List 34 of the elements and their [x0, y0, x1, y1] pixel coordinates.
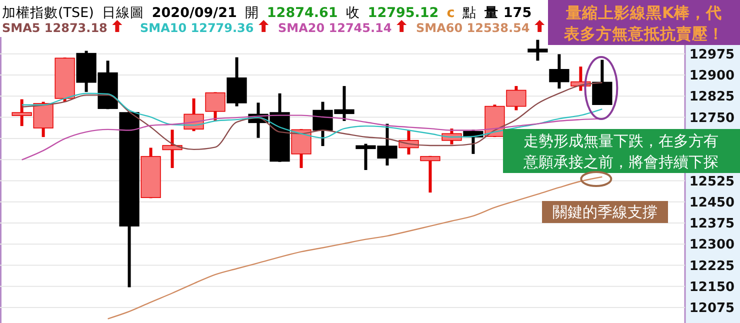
- y-tick-label: 12975: [689, 47, 735, 62]
- y-tick-label: 12450: [689, 195, 735, 210]
- candlestick: [162, 130, 182, 168]
- text: c: [446, 5, 455, 21]
- y-tick-label: 12900: [689, 68, 735, 84]
- y-tick-label: 12750: [689, 110, 735, 126]
- chart-title: 加權指數(TSE): [2, 5, 94, 21]
- text: SMA20 12745.14: [278, 21, 392, 35]
- y-tick-label: 12150: [689, 280, 735, 295]
- y-tick-label: 12375: [689, 216, 735, 232]
- annotation: 走勢形成無量下跌，在多方有意願承接之前，將會持續下探: [522, 132, 718, 171]
- candlestick: [205, 92, 226, 121]
- y-tick-label: 12225: [689, 258, 735, 274]
- chart-subtitle: 日線圖: [102, 5, 144, 21]
- y-tick-label: 12825: [689, 90, 735, 105]
- y-tick-label: 12525: [689, 174, 735, 190]
- text: SMA5 12873.18: [2, 21, 108, 35]
- candlestick: [549, 54, 570, 89]
- text: SMA10 12779.36: [140, 21, 254, 35]
- y-tick-label: 12300: [689, 238, 735, 253]
- text: SMA60 12538.54: [416, 21, 530, 35]
- text: 2020/09/21: [152, 5, 237, 21]
- candlestick: [592, 60, 612, 105]
- candlestick: [420, 156, 440, 193]
- annotation: 量縮上影線黑K棒，代表多方無意抵抗賣壓！: [563, 4, 724, 43]
- y-tick-label: 12075: [689, 301, 735, 316]
- text: 量 175: [484, 5, 532, 21]
- text: 12874.61: [266, 5, 338, 21]
- annotation: 關鍵的季線支撐: [552, 203, 658, 221]
- candlestick: [528, 40, 548, 61]
- text: 點: [462, 5, 477, 21]
- text: 開: [244, 5, 259, 21]
- text: 12795.12: [368, 5, 439, 21]
- text: 收: [346, 5, 360, 21]
